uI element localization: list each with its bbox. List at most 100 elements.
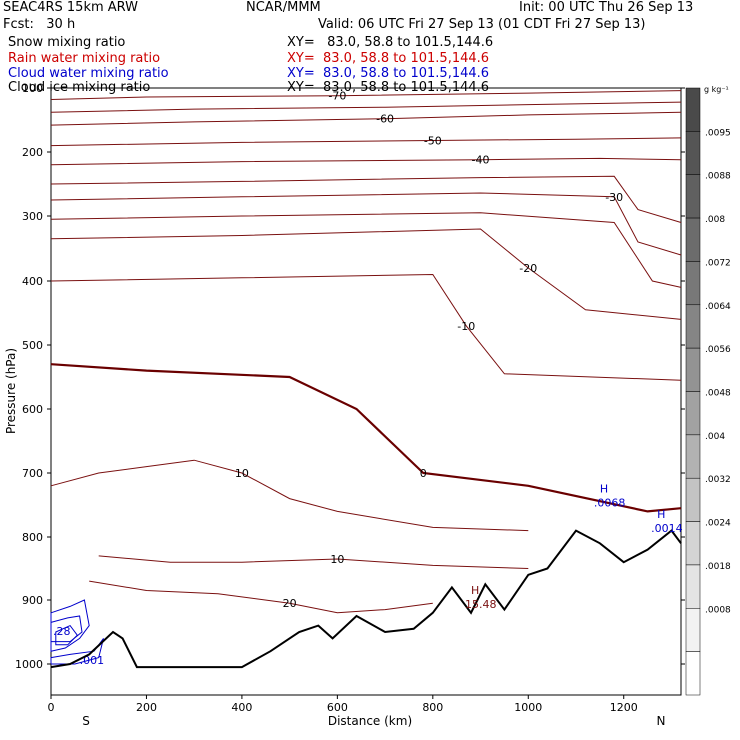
high-marker: H <box>657 508 665 521</box>
contour-label: -20 <box>519 262 537 275</box>
colorbar-label: .0095 <box>705 128 731 138</box>
contour-label: -50 <box>424 134 442 147</box>
contour-label: 10 <box>330 553 344 566</box>
x-tick-label: 600 <box>327 701 348 714</box>
colorbar-label: .0008 <box>705 605 731 615</box>
cloud-water-label: .001 <box>80 654 105 667</box>
colorbar-swatch <box>685 261 701 306</box>
contour-label: -30 <box>605 191 623 204</box>
init-time: Init: 00 UTC Thu 26 Sep 13 <box>519 0 694 15</box>
contour-label: -60 <box>376 113 394 126</box>
cloud-water-contour <box>50 638 104 665</box>
y-tick-label: 1000 <box>15 658 43 671</box>
temperature-contour <box>50 90 682 100</box>
forecast-hour: Fcst: 30 h <box>3 17 76 32</box>
colorbar-label: .0024 <box>705 519 731 529</box>
x-tick-label: 800 <box>422 701 443 714</box>
temperature-contour <box>50 459 529 532</box>
high-value-label: 15.48 <box>465 598 497 611</box>
colorbar-swatch <box>685 217 701 262</box>
y-tick-label: 900 <box>22 594 43 607</box>
field-snow-xy: XY= 83.0, 58.8 to 101.5,144.6 <box>287 35 494 50</box>
model-title: SEAC4RS 15km ARW <box>3 0 139 15</box>
high-marker: H <box>471 584 479 597</box>
y-tick-label: 100 <box>22 82 43 95</box>
colorbar-label: .0048 <box>705 389 731 399</box>
field-cloudice-label: Cloud ice mixing ratio <box>8 80 151 95</box>
colorbar-swatch <box>685 651 701 696</box>
cloud-water-contours: .28 .001 <box>50 599 105 667</box>
colorbar: .0095 .0088 .008 .0072 .0064 .0056 .0048 .004 .0… <box>685 85 731 696</box>
colorbar-swatch <box>685 434 701 479</box>
y-tick-label: 500 <box>22 339 43 352</box>
temperature-contour <box>50 192 682 256</box>
plot-frame <box>50 87 682 696</box>
field-cloudwater-xy: XY= 83.0, 58.8 to 101.5,144.6 <box>287 66 490 81</box>
x-tick-label: 1000 <box>514 701 542 714</box>
y-tick-label: 800 <box>22 531 43 544</box>
contour-label: 10 <box>235 467 249 480</box>
y-tick-label: 600 <box>22 403 43 416</box>
temperature-contour <box>98 555 529 569</box>
colorbar-swatch <box>685 174 701 219</box>
colorbar-swatch <box>685 564 701 609</box>
x-tick-label: 0 <box>48 701 55 714</box>
temperature-contour <box>50 111 682 126</box>
colorbar-swatch <box>685 521 701 566</box>
temperature-contour <box>50 137 682 147</box>
high-marker: H <box>600 483 608 496</box>
colorbar-label: .0018 <box>705 562 731 572</box>
colorbar-label: .0032 <box>705 475 731 485</box>
colorbar-label: .0056 <box>705 345 731 355</box>
field-rain-xy: XY= 83.0, 58.8 to 101.5,144.6 <box>287 51 490 66</box>
temperature-contours: -70 -60 -50 -40 -30 -20 -10 0 10 10 20 <box>50 90 682 614</box>
colorbar-label: .0088 <box>705 172 731 182</box>
valid-time: Valid: 06 UTC Fri 27 Sep 13 (01 CDT Fri … <box>318 17 646 32</box>
terrain-line <box>50 529 682 669</box>
field-cloudwater-label: Cloud water mixing ratio <box>8 66 169 81</box>
colorbar-swatch <box>685 131 701 175</box>
field-cloudice-xy: XY= 83.0, 58.8 to 101.5,144.6 <box>287 80 490 95</box>
colorbar-label: .008 <box>705 215 725 225</box>
field-rain-label: Rain water mixing ratio <box>8 51 161 66</box>
contour-label: -40 <box>472 154 490 167</box>
high-value-label: .0014 <box>651 522 683 535</box>
contour-label: 20 <box>283 597 297 610</box>
contour-label: 0 <box>420 467 427 480</box>
cloud-water-label: .28 <box>53 625 71 638</box>
y-tick-label: 200 <box>22 146 43 159</box>
temperature-contour <box>89 580 433 614</box>
temperature-contour <box>50 273 682 381</box>
center-title: NCAR/MMM <box>246 0 321 15</box>
contour-label: -10 <box>457 320 475 333</box>
colorbar-label: .0072 <box>705 258 731 268</box>
x-tick-label: 400 <box>231 701 252 714</box>
temperature-contour <box>50 101 682 113</box>
colorbar-label: .004 <box>705 432 725 442</box>
y-tick-label: 300 <box>22 210 43 223</box>
x-end-label-north: N <box>657 714 666 728</box>
temperature-contour <box>50 363 682 513</box>
temperature-contour <box>50 175 682 223</box>
colorbar-swatch <box>685 608 701 652</box>
colorbar-swatch <box>685 87 701 132</box>
x-axis-label: Distance (km) <box>328 714 412 728</box>
x-end-label-south: S <box>82 714 90 728</box>
colorbar-swatch <box>685 347 701 392</box>
x-tick-label: 200 <box>136 701 157 714</box>
y-tick-label: 700 <box>22 467 43 480</box>
temperature-contour <box>50 212 682 288</box>
cloud-water-contour <box>50 599 90 652</box>
y-axis-label: Pressure (hPa) <box>4 348 18 434</box>
temperature-contour <box>50 228 682 320</box>
y-tick-label: 400 <box>22 275 43 288</box>
high-value-label: .0068 <box>594 497 626 510</box>
colorbar-swatch <box>685 304 701 349</box>
colorbar-swatch <box>685 477 701 522</box>
colorbar-unit: g kg⁻¹ <box>704 85 729 94</box>
cloud-water-contour <box>50 615 83 643</box>
temperature-contour <box>50 157 682 166</box>
